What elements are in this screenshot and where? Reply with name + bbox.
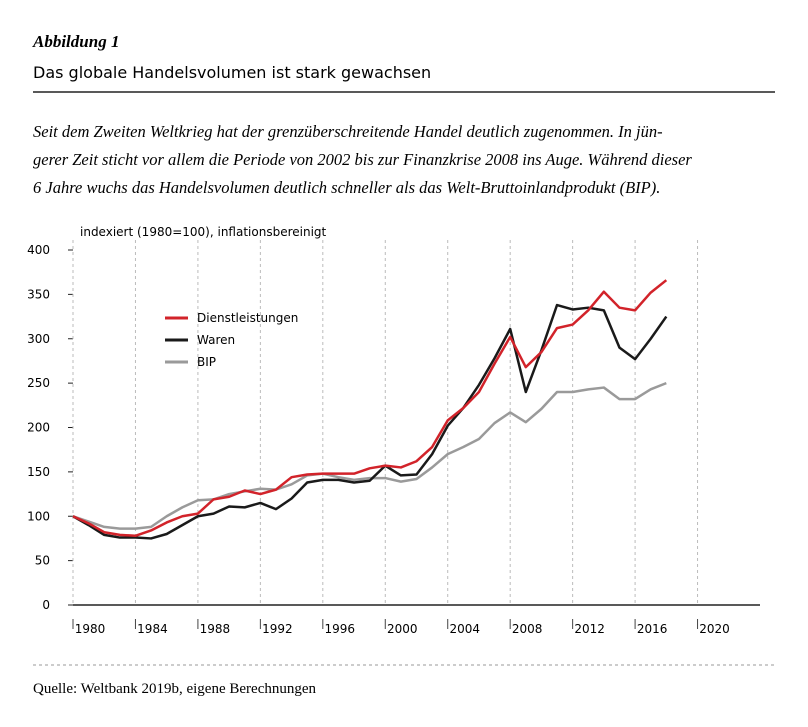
legend-label: Dienstleistungen — [197, 311, 298, 325]
description-line: gerer Zeit sticht vor allem die Periode … — [33, 150, 692, 169]
x-tick-label: 1996 — [325, 622, 356, 636]
figure-label: Abbildung 1 — [32, 32, 119, 51]
x-tick-label: 1984 — [137, 622, 168, 636]
heading: Das globale Handelsvolumen ist stark gew… — [33, 63, 431, 82]
y-tick-label: 300 — [27, 332, 50, 346]
y-axis-label: indexiert (1980=100), inflationsbereinig… — [80, 225, 327, 239]
y-tick-label: 250 — [27, 376, 50, 390]
x-tick-label: 2004 — [449, 622, 480, 636]
legend-label: Waren — [197, 333, 235, 347]
y-tick-label: 400 — [27, 243, 50, 257]
y-tick-label: 200 — [27, 421, 50, 435]
y-tick-label: 50 — [35, 554, 50, 568]
y-tick-label: 100 — [27, 509, 50, 523]
legend-label: BIP — [197, 355, 216, 369]
x-tick-label: 2012 — [574, 622, 605, 636]
description-line: 6 Jahre wuchs das Handelsvolumen deutlic… — [33, 178, 660, 197]
x-tick-label: 1988 — [200, 622, 231, 636]
series-line — [72, 303, 668, 540]
series-line — [72, 279, 668, 538]
y-tick-label: 150 — [27, 465, 50, 479]
description-line: Seit dem Zweiten Weltkrieg hat der grenz… — [33, 122, 663, 141]
x-tick-label: 2000 — [387, 622, 418, 636]
x-tick-label: 2016 — [637, 622, 668, 636]
x-tick-label: 1992 — [262, 622, 293, 636]
series-line — [72, 381, 667, 530]
source: Quelle: Weltbank 2019b, eigene Berechnun… — [33, 681, 317, 697]
x-tick-label: 1980 — [75, 622, 106, 636]
y-tick-label: 0 — [42, 598, 50, 612]
x-tick-label: 2020 — [699, 622, 730, 636]
y-tick-label: 350 — [27, 287, 50, 301]
x-tick-label: 2008 — [512, 622, 543, 636]
